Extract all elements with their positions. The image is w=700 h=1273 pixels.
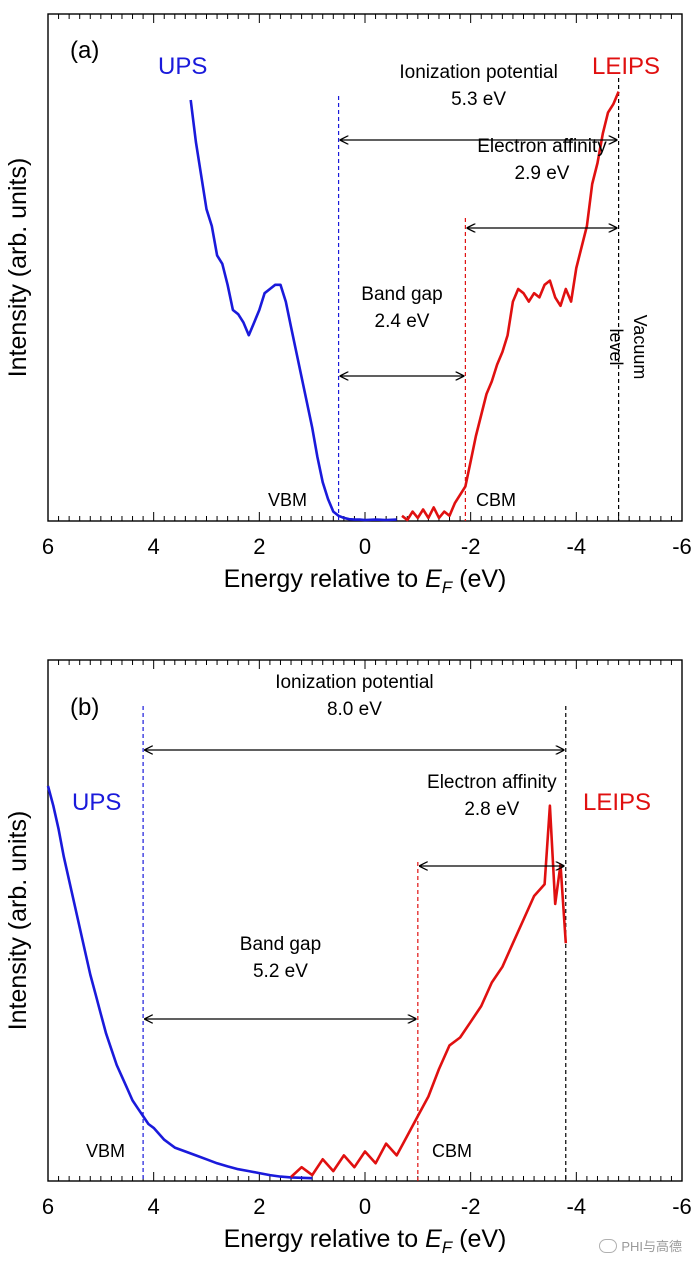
x-axis-label: Energy relative to EF (eV) (224, 565, 507, 597)
x-tick-label: -2 (461, 1194, 481, 1219)
ionization-potential-label: Ionization potential (399, 62, 557, 83)
x-tick-label: 6 (42, 534, 54, 559)
ionization-potential-value: 8.0 eV (327, 699, 382, 720)
x-tick-label: 4 (148, 1194, 160, 1219)
ups-series-line (189, 99, 397, 522)
cbm-label: CBM (476, 490, 516, 510)
ionization-potential-label: Ionization potential (275, 672, 433, 693)
panel-b: 6 4 2 0 -2 -4 -6 Energy relative to EF (eV) Inte… (4, 659, 692, 1257)
band-gap-value: 5.2 eV (253, 961, 308, 982)
x-tick-label: -2 (461, 534, 481, 559)
vbm-label: VBM (268, 490, 307, 510)
band-gap-label: Band gap (361, 284, 442, 305)
panel-label: (a) (70, 37, 99, 64)
plot-frame (47, 659, 683, 1182)
cbm-label: CBM (432, 1141, 472, 1161)
electron-affinity-label: Electron affinity (477, 136, 607, 157)
x-tick-label: 0 (359, 534, 371, 559)
y-axis-label: Intensity (arb. units) (4, 158, 32, 378)
leips-series-line (401, 91, 620, 522)
ups-series-line (46, 785, 313, 1180)
leips-series-label: LEIPS (592, 53, 660, 80)
panel-a: 6 4 2 0 -2 -4 -6 Energy relative to EF (eV) Inte… (4, 13, 692, 597)
chat-bubble-icon (599, 1239, 618, 1253)
electron-affinity-value: 2.8 eV (464, 799, 519, 820)
x-tick-label: -6 (672, 1194, 692, 1219)
x-tick-label: -6 (672, 534, 692, 559)
electron-affinity-label: Electron affinity (427, 772, 557, 793)
vbm-label: VBM (86, 1141, 125, 1161)
panel-label: (b) (70, 694, 99, 721)
x-tick-label: 4 (148, 534, 160, 559)
y-axis-label: Intensity (arb. units) (4, 811, 32, 1031)
ups-series-label: UPS (158, 53, 207, 80)
watermark-text: PHI与高德 (621, 1239, 682, 1254)
x-tick-label: 6 (42, 1194, 54, 1219)
leips-series-label: LEIPS (583, 789, 651, 816)
ups-series-label: UPS (72, 789, 121, 816)
x-tick-label: -4 (567, 534, 587, 559)
x-tick-label: 2 (253, 1194, 265, 1219)
x-tick-label: 2 (253, 534, 265, 559)
plot-frame (47, 13, 683, 522)
leips-series-line (290, 804, 568, 1178)
ionization-potential-value: 5.3 eV (451, 89, 506, 110)
x-axis-label: Energy relative to EF (eV) (224, 1225, 507, 1257)
band-gap-label: Band gap (240, 934, 321, 955)
vacuum-level-label: Vacuumlevel (606, 315, 650, 380)
x-tick-label: 0 (359, 1194, 371, 1219)
watermark: PHI与高德 (599, 1236, 682, 1255)
electron-affinity-value: 2.9 eV (515, 163, 570, 184)
x-tick-label: -4 (567, 1194, 587, 1219)
band-gap-value: 2.4 eV (375, 311, 430, 332)
